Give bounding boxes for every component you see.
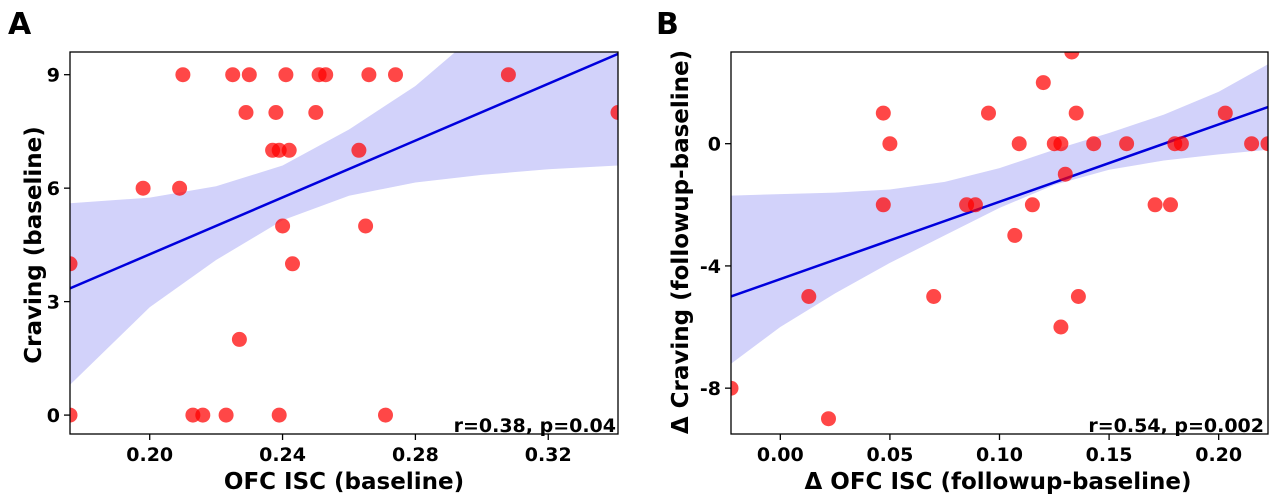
panel-b-data-point [1244, 136, 1260, 152]
panel-b-y-tick-label: -4 [700, 256, 721, 278]
panel-a-data-point [225, 67, 241, 83]
panel-b-data-point [801, 289, 817, 304]
panel-b-letter: B [656, 7, 679, 42]
panel-b-data-point [1053, 136, 1069, 152]
panel-a-data-point [268, 105, 284, 120]
panel-a-stat-annotation: r=0.38, p=0.04 [454, 415, 616, 437]
panel-a-data-point [378, 407, 393, 423]
panel-b-data-point [967, 197, 983, 213]
panel-a-data-point [238, 105, 254, 120]
panel-a-data-point [281, 142, 297, 158]
panel-a-y-tick-label: 6 [47, 178, 60, 200]
panel-a-data-point [278, 67, 294, 83]
panel-b-y-tick-label: 0 [708, 134, 721, 156]
panel-a-data-point [500, 67, 516, 83]
panel-b-data-point [1173, 136, 1189, 152]
panel-a-x-axis-label: OFC ISC (baseline) [224, 469, 464, 495]
panel-a-data-point [175, 67, 191, 83]
panel-b-data-point [882, 136, 898, 152]
panel-b-data-point [875, 105, 891, 121]
panel-a-data-point [218, 407, 234, 423]
panel-a-data-point [135, 180, 151, 196]
panel-a-y-tick-label: 0 [47, 405, 60, 427]
panel-a-letter: A [8, 7, 32, 42]
panel-a-data-point [241, 67, 257, 83]
panel-b-data-point [1147, 197, 1163, 213]
panel-b-data-point [1070, 289, 1086, 304]
panel-b-x-axis-label: Δ OFC ISC (followup-baseline) [804, 469, 1191, 495]
panel-b-data-point [1035, 75, 1051, 91]
panel-a-data-point [231, 331, 247, 347]
panel-b-data-point [821, 411, 836, 427]
panel-a-x-tick-label: 0.28 [392, 444, 439, 466]
panel-a-data-point [351, 142, 367, 158]
panel-a: A 0.20 0.24 0.28 0.32 0 3 6 9 r=0.38, p=0.04 OF… [8, 7, 619, 495]
panel-b-x-tick-label: 0.05 [866, 444, 913, 466]
panel-b-y-tick-label: -8 [700, 378, 721, 400]
panel-b-stat-annotation: r=0.54, p=0.002 [1088, 415, 1264, 437]
panel-a-x-tick-label: 0.32 [525, 444, 572, 466]
panel-b-data-point [1068, 105, 1084, 121]
panel-b-data-point [1086, 136, 1102, 152]
panel-b-data-point [1024, 197, 1040, 213]
panel-a-data-point [388, 67, 403, 83]
panel-b-x-tick-label: 0.00 [757, 444, 804, 466]
panel-b-data-point [731, 380, 739, 396]
panel-b-data-point [1057, 166, 1073, 182]
panel-a-data-point [70, 256, 78, 272]
panel-a-data-point [285, 256, 300, 272]
panel-a-data-point [361, 67, 377, 83]
plot-a-area: 0.20 0.24 0.28 0.32 0 3 6 9 [47, 51, 619, 466]
panel-a-regression-line [70, 52, 618, 290]
panel-b-data-point [1011, 136, 1027, 152]
panel-a-data-point [610, 105, 618, 120]
panel-a-data-point [308, 105, 324, 120]
panel-b-data-point [1053, 319, 1069, 335]
panel-a-data-point [358, 218, 374, 234]
panel-b: B 0.00 0.05 0.10 0.15 0.20 0 -4 -8 r=0.54, p=0.… [656, 7, 1269, 495]
panel-b-y-axis-label: Δ Craving (followup-baseline) [668, 50, 694, 434]
panel-a-data-point [318, 67, 334, 83]
panel-b-data-point [1260, 136, 1268, 152]
panel-b-data-point [981, 105, 996, 121]
panel-b-data-point [875, 197, 891, 213]
panel-b-data-point [1064, 52, 1080, 60]
panel-a-data-point [271, 407, 287, 423]
panel-a-y-tick-label: 9 [47, 65, 60, 87]
panel-a-y-axis-label: Craving (baseline) [21, 126, 47, 364]
panel-b-data-point [1163, 197, 1178, 213]
panel-b-data-point [1119, 136, 1135, 152]
panel-a-data-point [70, 407, 78, 423]
panel-b-x-tick-label: 0.15 [1086, 444, 1133, 466]
panel-a-data-point [172, 180, 188, 196]
panel-b-data-point [926, 289, 942, 304]
panel-b-x-tick-label: 0.10 [976, 444, 1023, 466]
plot-b-area: 0.00 0.05 0.10 0.15 0.20 0 -4 -8 [700, 51, 1269, 466]
panel-b-data-point [1007, 227, 1023, 243]
panel-b-data-point [1217, 105, 1233, 121]
panel-a-data-point [195, 407, 211, 423]
panel-a-data-point [275, 218, 291, 234]
panel-b-x-tick-label: 0.20 [1195, 444, 1242, 466]
panel-a-y-tick-label: 3 [47, 292, 60, 314]
panel-a-x-tick-label: 0.20 [126, 444, 173, 466]
panel-a-x-tick-label: 0.24 [259, 444, 306, 466]
panel-a-confidence-band [70, 52, 618, 385]
panel-a-plot-frame [69, 51, 619, 435]
panel-b-confidence-band [731, 64, 1268, 364]
